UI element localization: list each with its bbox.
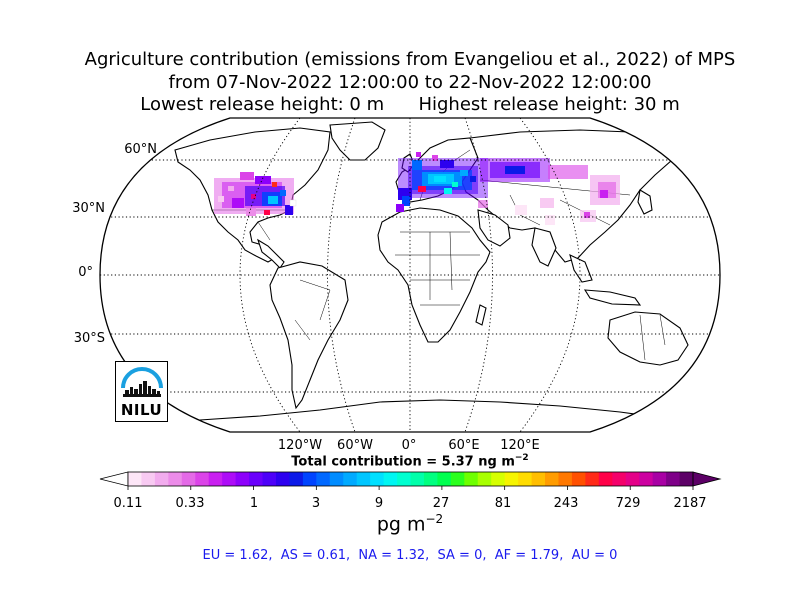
colorbar-segment [585, 472, 600, 486]
colorbar-tick: 0.33 [175, 496, 205, 511]
australia-outline [607, 311, 689, 366]
colorbar-segment [343, 472, 358, 486]
colorbar-segment [289, 472, 304, 486]
colorbar-segment [639, 472, 654, 486]
colorbar-segment [302, 472, 317, 486]
asia-field [478, 158, 620, 225]
lat-label-30s: 30°S [73, 331, 105, 346]
colorbar-tick: 81 [494, 496, 512, 511]
colorbar-segment [262, 472, 277, 486]
colorbar-segment [423, 472, 438, 486]
colorbar-segment [679, 472, 694, 486]
colorbar-segment [128, 472, 142, 486]
colorbar-outline [127, 471, 694, 487]
map-border [99, 117, 721, 433]
colorbar-segment [652, 472, 667, 486]
country-borders [212, 149, 666, 361]
antarctica-outline [149, 399, 720, 432]
north-america-field [214, 172, 297, 216]
colorbar-segment [666, 472, 680, 486]
colorbar-segment [504, 472, 519, 486]
title-line-2: from 07-Nov-2022 12:00:00 to 22-Nov-2022… [168, 72, 652, 93]
colorbar-segment [208, 472, 223, 486]
title-line-1: Agriculture contribution (emissions from… [84, 49, 736, 70]
colorbar-segment [571, 472, 586, 486]
colorbar-segment [545, 472, 559, 486]
colorbar-segment [275, 472, 290, 486]
colorbar-segment [464, 472, 479, 486]
greenland-outline [329, 121, 386, 161]
nilu-logo-graphic [121, 367, 163, 397]
japan-outline [637, 189, 653, 215]
graticule [100, 118, 720, 432]
total-contribution: Total contribution = 5.37 ng m−2 [291, 453, 529, 470]
colorbar-tick: 729 [615, 496, 641, 511]
colorbar-segment [222, 472, 237, 486]
central-america-outline [257, 238, 285, 269]
colorbar-segment [397, 472, 411, 486]
colorbar-segment [625, 472, 640, 486]
southeast-asia-outline [569, 254, 593, 283]
colorbar-segment [154, 472, 169, 486]
colorbar-tick: 1 [249, 496, 259, 511]
colorbar-segment [437, 472, 452, 486]
colorbar-segment [181, 472, 196, 486]
colorbar-tick: 27 [432, 496, 450, 511]
lon-label-120e: 120°E [500, 438, 540, 453]
title-line-3: Lowest release height: 0 m Highest relea… [140, 94, 680, 115]
colorbar-segment [491, 472, 506, 486]
colorbar-segment [195, 472, 210, 486]
lon-label-60e: 60°E [448, 438, 480, 453]
colorbar-segment [141, 472, 156, 486]
colorbar-segment [450, 472, 465, 486]
lat-label-0: 0° [78, 265, 93, 280]
colorbar-segment [410, 472, 425, 486]
nilu-logo: NILU [115, 361, 168, 422]
colorbar-segment [370, 472, 384, 486]
colorbar-tick: 9 [374, 496, 384, 511]
colorbar-segment [558, 472, 573, 486]
colorbar-over-extension [692, 471, 722, 487]
nilu-logo-text: NILU [120, 401, 163, 419]
lon-label-60w: 60°W [337, 438, 373, 453]
colorbar-tick: 243 [553, 496, 579, 511]
colorbar-tick: 2187 [673, 496, 707, 511]
europe-field [396, 152, 488, 212]
madagascar-outline [475, 304, 487, 326]
lon-label-0: 0° [401, 438, 417, 453]
lat-label-30n: 30°N [72, 201, 105, 216]
lat-label-60n: 60°N [124, 142, 157, 157]
colorbar-segment [168, 472, 183, 486]
new-zealand-outline [693, 371, 707, 392]
colorbar-under-extension [99, 471, 129, 487]
indonesia-outline [583, 289, 642, 306]
colorbar-tick: 3 [311, 496, 321, 511]
colorbar-segment [612, 472, 627, 486]
lon-label-120w: 120°W [277, 438, 323, 453]
regional-contributions: EU = 1.62, AS = 0.61, NA = 1.32, SA = 0,… [202, 548, 618, 563]
colorbar-unit: pg m−2 [376, 512, 444, 536]
concentration-field [214, 152, 620, 225]
colorbar-segment [477, 472, 492, 486]
colorbar-segment [316, 472, 331, 486]
colorbar-segment [598, 472, 613, 486]
colorbar-segment [356, 472, 371, 486]
colorbar-segment [235, 472, 250, 486]
colorbar [99, 471, 722, 490]
colorbar-segment [531, 472, 546, 486]
colorbar-tick: 0.11 [113, 496, 143, 511]
colorbar-segment [249, 472, 263, 486]
south-america-outline [269, 261, 349, 410]
india-outline [531, 227, 557, 267]
arabia-outline [477, 209, 511, 247]
colorbar-segment [329, 472, 344, 486]
colorbar-segment [383, 472, 398, 486]
colorbar-segment [518, 472, 532, 486]
